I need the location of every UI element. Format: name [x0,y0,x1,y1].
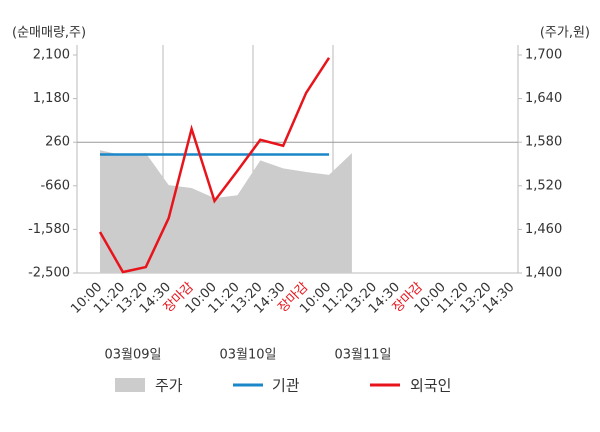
price-area [100,150,352,273]
legend-label: 외국인 [410,377,451,395]
y2-tick-label: 1,520 [525,178,562,193]
legend-label: 주가 [155,377,183,395]
y-tick-label: 1,180 [33,91,70,106]
date-label: 03월09일 [104,348,161,363]
y2-tick-label: 1,700 [525,48,562,63]
y2-tick-label: 1,460 [525,222,562,237]
series-line [98,57,331,274]
y-tick-label: -1,580 [28,222,70,237]
y-tick-label: -660 [40,178,70,193]
y-tick-label: 2,100 [33,48,70,63]
y2-axis-title: (주가,원) [540,26,590,41]
y2-tick-label: 1,400 [525,266,562,281]
y-tick-label: 260 [45,135,70,150]
date-label: 03월10일 [219,348,276,363]
legend-swatch [115,378,145,392]
legend-label: 기관 [272,377,300,395]
y2-tick-label: 1,640 [525,91,562,106]
y2-tick-label: 1,580 [525,135,562,150]
y-tick-label: -2,500 [28,266,70,281]
date-label: 03월11일 [334,348,391,363]
y-axis-title: (순매매량,주) [12,26,86,41]
